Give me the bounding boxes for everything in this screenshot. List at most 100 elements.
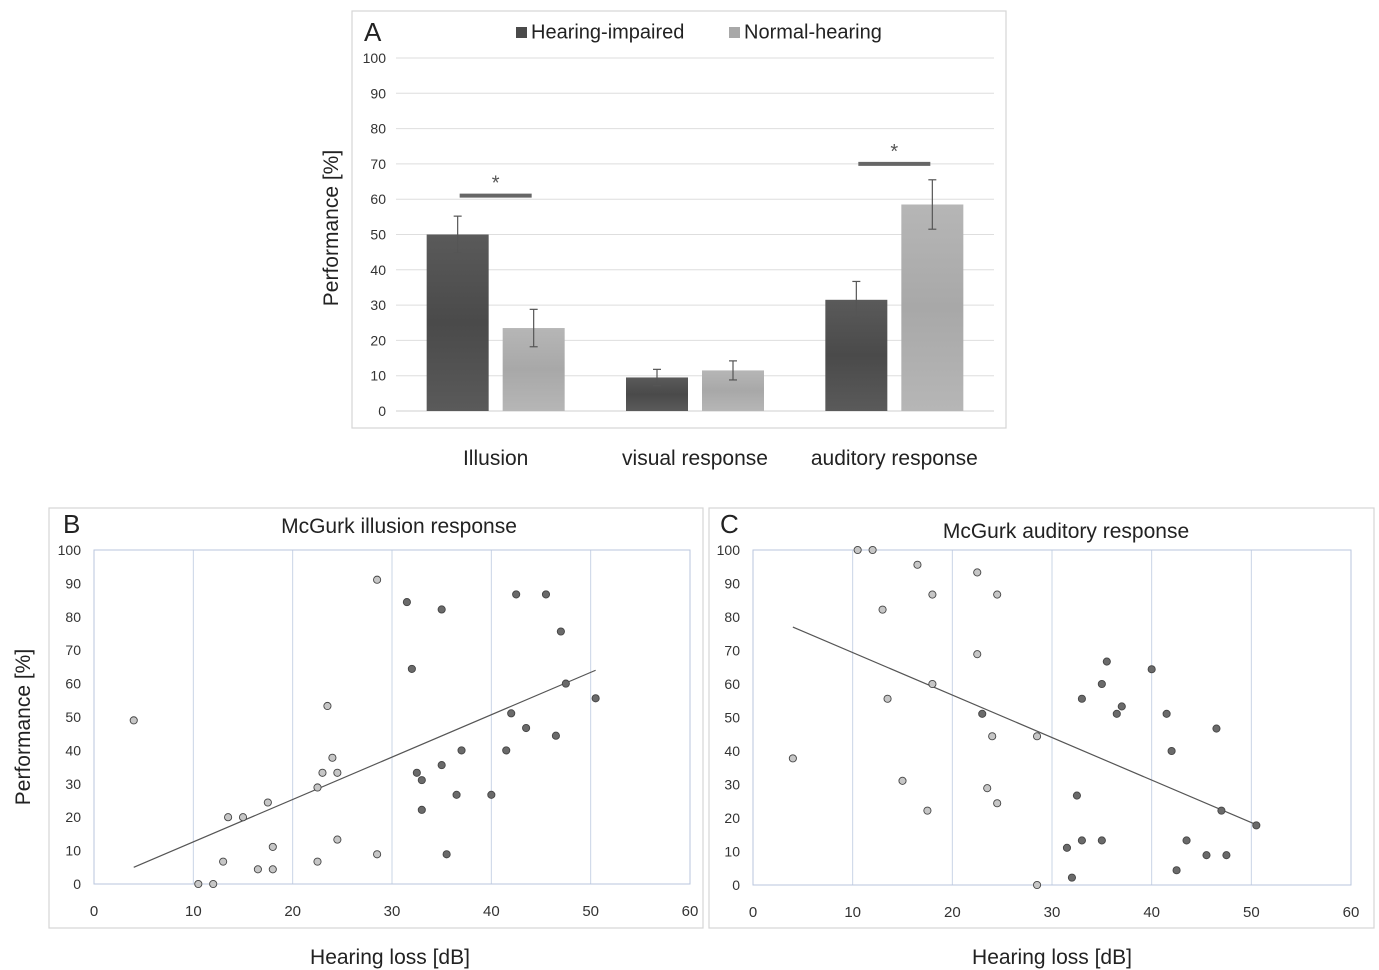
- y-tick-label: 20: [724, 810, 740, 826]
- legend-label-hearing-impaired: Hearing-impaired: [531, 22, 684, 44]
- y-tick-label: 70: [370, 156, 386, 172]
- y-tick-label: 20: [370, 332, 386, 348]
- y-tick-label: 80: [65, 609, 81, 625]
- data-point: [1117, 702, 1126, 711]
- data-point: [129, 716, 138, 725]
- data-point: [253, 865, 262, 874]
- panel-b-plot: 0 10 20 30 40 50 60 70 80 90 100 0 10 20 30 40 50 60: [58, 542, 699, 920]
- y-tick-label: 10: [370, 368, 386, 384]
- data-point: [1077, 694, 1086, 703]
- panel-c-xlabel: Hearing loss [dB]: [972, 946, 1132, 969]
- x-tick-label: 60: [1343, 904, 1360, 921]
- trendline: [792, 626, 1257, 826]
- panel-a-letter: A: [364, 17, 382, 47]
- y-tick-label: 10: [65, 843, 81, 859]
- x-tick-label: 50: [582, 903, 599, 920]
- y-tick-label: 50: [724, 710, 740, 726]
- data-point: [268, 842, 277, 851]
- data-point: [402, 598, 411, 607]
- data-point: [417, 805, 426, 814]
- data-point: [318, 768, 327, 777]
- data-point: [507, 709, 516, 718]
- data-point: [452, 790, 461, 799]
- data-point: [1182, 836, 1191, 845]
- data-point: [1212, 724, 1221, 733]
- data-point: [788, 754, 797, 763]
- data-point: [1147, 665, 1156, 674]
- bar: [426, 234, 489, 411]
- data-point: [487, 790, 496, 799]
- data-point: [853, 545, 862, 555]
- y-tick-label: 70: [65, 642, 81, 658]
- data-point: [973, 650, 982, 659]
- y-tick-label: 40: [724, 743, 740, 759]
- data-point: [983, 784, 992, 793]
- data-point: [194, 879, 203, 889]
- y-tick-label: 30: [65, 776, 81, 792]
- data-point: [1217, 806, 1226, 815]
- y-tick-label: 40: [370, 262, 386, 278]
- plot-border: [93, 549, 691, 885]
- data-point: [333, 768, 342, 777]
- x-tick-label: 20: [284, 903, 301, 920]
- data-point: [323, 701, 332, 711]
- x-tick-label: 0: [749, 904, 757, 921]
- x-tick-label: 20: [944, 904, 961, 921]
- panel-b-letter: B: [63, 509, 80, 539]
- data-point: [502, 746, 511, 755]
- legend-swatch-hearing-impaired: [516, 27, 527, 38]
- panel-c: C McGurk auditory response Hearing loss …: [708, 507, 1375, 969]
- data-point: [1167, 746, 1176, 756]
- y-tick-label: 0: [378, 403, 386, 419]
- data-point: [591, 694, 600, 703]
- y-tick-label: 100: [363, 50, 387, 66]
- data-point: [973, 568, 982, 577]
- data-point: [437, 605, 446, 614]
- bar: [901, 204, 964, 411]
- data-point: [993, 590, 1002, 599]
- data-point: [561, 679, 570, 688]
- x-tick-label: 10: [844, 904, 861, 921]
- panel-a-bars: **: [426, 141, 964, 411]
- data-point: [878, 605, 887, 614]
- y-tick-label: 90: [370, 85, 386, 101]
- y-tick-label: 90: [724, 576, 740, 592]
- data-point: [313, 783, 322, 792]
- data-point: [868, 545, 877, 555]
- y-tick-label: 30: [724, 777, 740, 793]
- category-label: visual response: [622, 447, 768, 470]
- data-point: [978, 709, 987, 718]
- data-point: [1102, 657, 1111, 666]
- data-point: [1033, 880, 1042, 890]
- data-point: [224, 813, 233, 822]
- data-point: [1112, 709, 1121, 718]
- panel-a-grid: 0 10 20 30 40 50 60 70 80 90 100: [363, 50, 994, 419]
- panel-c-title: McGurk auditory response: [943, 520, 1189, 543]
- panel-c-letter: C: [720, 509, 739, 539]
- y-tick-label: 0: [732, 877, 740, 893]
- y-tick-label: 30: [370, 297, 386, 313]
- data-point: [522, 723, 531, 733]
- panel-a-ylabel: Performance [%]: [320, 150, 343, 306]
- panel-b-title: McGurk illusion response: [281, 515, 517, 538]
- panel-b: B McGurk illusion response Performance […: [12, 507, 704, 969]
- panel-a: A Performance [%] Hearing-impaired Norma…: [320, 10, 1007, 470]
- panel-b-xlabel: Hearing loss [dB]: [310, 946, 470, 969]
- trendline: [133, 669, 596, 868]
- panel-a-category-labels: Illusion visual response auditory response: [463, 447, 978, 470]
- data-point: [988, 732, 997, 741]
- y-tick-label: 60: [724, 676, 740, 692]
- data-point: [913, 560, 922, 569]
- y-tick-label: 10: [724, 844, 740, 860]
- data-point: [1097, 836, 1106, 845]
- data-point: [1222, 851, 1231, 860]
- data-point: [268, 865, 277, 874]
- significance-star: *: [890, 141, 898, 163]
- data-point: [238, 813, 248, 822]
- significance-star: *: [492, 173, 500, 195]
- data-point: [928, 590, 937, 599]
- x-tick-label: 10: [185, 903, 202, 920]
- y-tick-label: 40: [65, 742, 81, 758]
- data-point: [556, 627, 565, 636]
